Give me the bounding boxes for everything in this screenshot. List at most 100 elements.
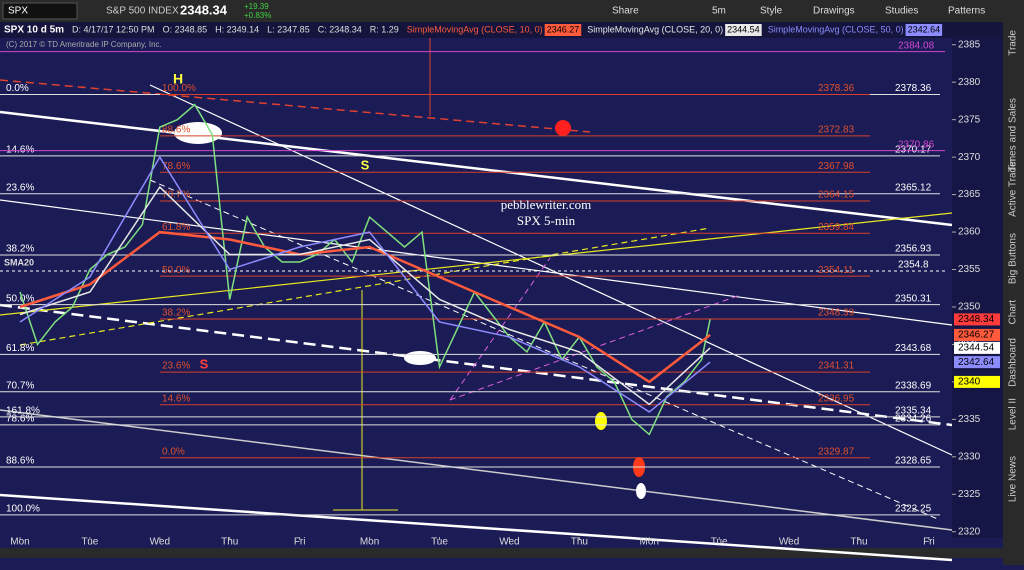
fib-price: 2359.84 — [818, 222, 855, 233]
fib-price: 2348.39 — [818, 308, 855, 319]
sidebar-tab[interactable]: Dashboard — [1008, 338, 1019, 387]
y-tick-label: 2355 — [958, 264, 981, 275]
sidebar-tab[interactable]: Active Trader — [1008, 157, 1019, 217]
x-tick-label: Thu — [850, 537, 867, 548]
ohlc-item: H: 2349.14 — [215, 24, 259, 34]
fib-pct: 100.0% — [6, 504, 40, 515]
toolbar-button[interactable]: Drawings — [813, 6, 855, 17]
fib-pct: 78.6% — [162, 161, 190, 172]
sidebar-tab[interactable]: Trade — [1008, 30, 1019, 56]
fib-pct: 14.6% — [162, 393, 190, 404]
fib-pct: 70.7% — [6, 380, 34, 391]
x-tick-label: Tue — [711, 537, 728, 548]
trendline — [0, 79, 591, 133]
fib-price: 2356.93 — [895, 244, 932, 255]
x-tick-label: Wed — [499, 537, 519, 548]
fib-price: 2354.11 — [818, 265, 854, 276]
marker — [636, 483, 646, 499]
level-price: 2370.86 — [898, 139, 935, 150]
fib-pct: 61.8% — [162, 222, 190, 233]
study-name: SimpleMovingAvg (CLOSE, 20, 0) — [587, 24, 723, 34]
trendline — [149, 84, 953, 456]
fib-price: 2372.83 — [818, 125, 855, 136]
chart-title: pebblewriter.com — [501, 197, 592, 212]
sidebar-tab[interactable]: Big Buttons — [1008, 233, 1019, 284]
toolbar-button[interactable]: Studies — [885, 6, 918, 17]
fib-price: 2334.26 — [895, 414, 932, 425]
x-tick-label: Fri — [294, 537, 306, 548]
sma-line — [19, 185, 711, 406]
price-tag — [954, 328, 1000, 341]
fib-pct: 88.6% — [6, 456, 34, 467]
change: +19.39 — [244, 2, 269, 11]
x-tick-label: Tue — [81, 537, 98, 548]
ohlc-item: L: 2347.85 — [267, 24, 310, 34]
y-tick-label: 2385 — [958, 39, 981, 50]
sidebar-tab[interactable]: Live News — [1008, 456, 1019, 502]
last-price: 2348.34 — [180, 2, 228, 17]
symbol: SPX — [8, 6, 28, 17]
level-price: 2354.8 — [898, 260, 929, 271]
sidebar-tab[interactable]: Level II — [1008, 398, 1019, 430]
price-tag — [954, 313, 1000, 326]
study-value-box — [544, 24, 582, 36]
annotation: SMA20 — [4, 257, 34, 267]
toolbar-button[interactable]: Share — [612, 6, 639, 17]
y-tick-label: 2350 — [958, 302, 981, 313]
toolbar-button[interactable]: Style — [760, 6, 783, 17]
price-tag-label: 2346.27 — [958, 330, 995, 341]
level-price: 2384.08 — [898, 40, 935, 51]
ohlc-item: D: 4/17/17 12:50 PM — [72, 24, 155, 34]
price-line — [19, 103, 711, 436]
sma-line — [19, 230, 711, 384]
trendline — [19, 227, 711, 346]
fib-pct: 161.8% — [6, 405, 40, 416]
fib-pct: 38.2% — [6, 244, 34, 255]
study-value-box — [905, 24, 943, 36]
fib-price: 2322.25 — [895, 504, 932, 515]
price-tag — [954, 356, 1000, 369]
y-tick-label: 2370 — [958, 152, 981, 163]
price-tag-label: 2340 — [958, 377, 981, 388]
fib-price: 2350.31 — [895, 293, 932, 304]
fib-price: 2328.65 — [895, 456, 932, 467]
sidebar-tab[interactable]: Chart — [1008, 300, 1019, 325]
fib-pct: 50.0% — [6, 293, 34, 304]
fib-pct: 0.0% — [6, 83, 29, 94]
marker — [595, 412, 607, 430]
fib-pct: 0.0% — [162, 446, 185, 457]
fib-price: 2343.68 — [895, 343, 932, 354]
fib-pct: 14.6% — [6, 144, 34, 155]
sma-line — [19, 155, 711, 413]
fib-pct: 61.8% — [6, 343, 34, 354]
x-tick-label: Wed — [779, 537, 799, 548]
study-value: 2344.54 — [727, 24, 760, 34]
fib-price: 2338.69 — [895, 380, 932, 391]
fib-price: 2341.31 — [818, 361, 855, 372]
y-tick-label: 2325 — [958, 489, 981, 500]
ohlc-item: C: 2348.34 — [318, 24, 362, 34]
x-tick-label: Thu — [571, 537, 588, 548]
y-tick-label: 2320 — [958, 526, 981, 537]
marker — [555, 120, 571, 136]
x-tick-label: Mon — [10, 537, 29, 548]
scrollbar[interactable] — [0, 548, 1003, 558]
y-tick-label: 2365 — [958, 189, 981, 200]
y-tick-label: 2375 — [958, 114, 981, 125]
trendline — [149, 179, 941, 521]
trendline — [0, 409, 953, 531]
toolbar-button[interactable]: Patterns — [948, 6, 985, 17]
symbol-input[interactable] — [2, 2, 78, 20]
ohlc-item: O: 2348.85 — [163, 24, 208, 34]
sidebar-tab[interactable]: Times and Sales — [1008, 98, 1019, 172]
price-tag — [954, 341, 1000, 354]
fib-pct: 100.0% — [162, 83, 196, 94]
fib-pct: 38.2% — [162, 308, 190, 319]
toolbar-button[interactable]: 5m — [712, 6, 726, 17]
chart-subtitle: SPX 5-min — [517, 213, 576, 228]
price-tag-label: 2342.64 — [958, 357, 995, 368]
trendline — [449, 257, 551, 401]
symbol-period: SPX 10 d 5m — [4, 25, 64, 36]
study-name: SimpleMovingAvg (CLOSE, 10, 0) — [407, 24, 543, 34]
